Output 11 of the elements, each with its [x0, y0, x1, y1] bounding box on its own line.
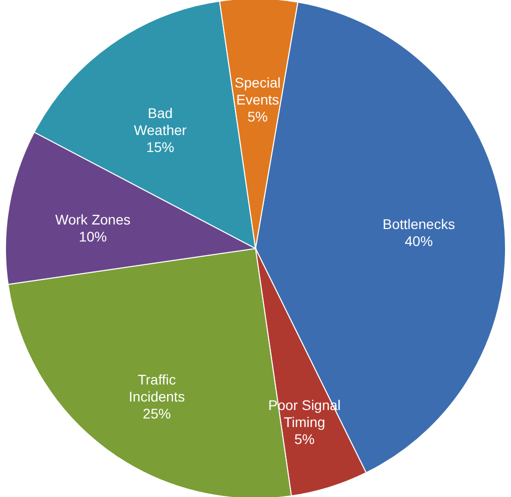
slice-label: Bad Weather: [134, 104, 187, 138]
data-label: 40%: [404, 232, 433, 249]
data-label: 10%: [78, 228, 107, 245]
data-label: 5%: [294, 431, 315, 448]
slice-label: Special Events: [234, 74, 281, 108]
slice-label: Bottlenecks: [382, 216, 455, 232]
data-label: 25%: [142, 406, 171, 422]
slice-label: Traffic Incidents: [128, 372, 185, 405]
data-label: 15%: [146, 138, 174, 155]
slice-label: Work Zones: [55, 212, 130, 228]
data-label: 5%: [248, 108, 268, 125]
